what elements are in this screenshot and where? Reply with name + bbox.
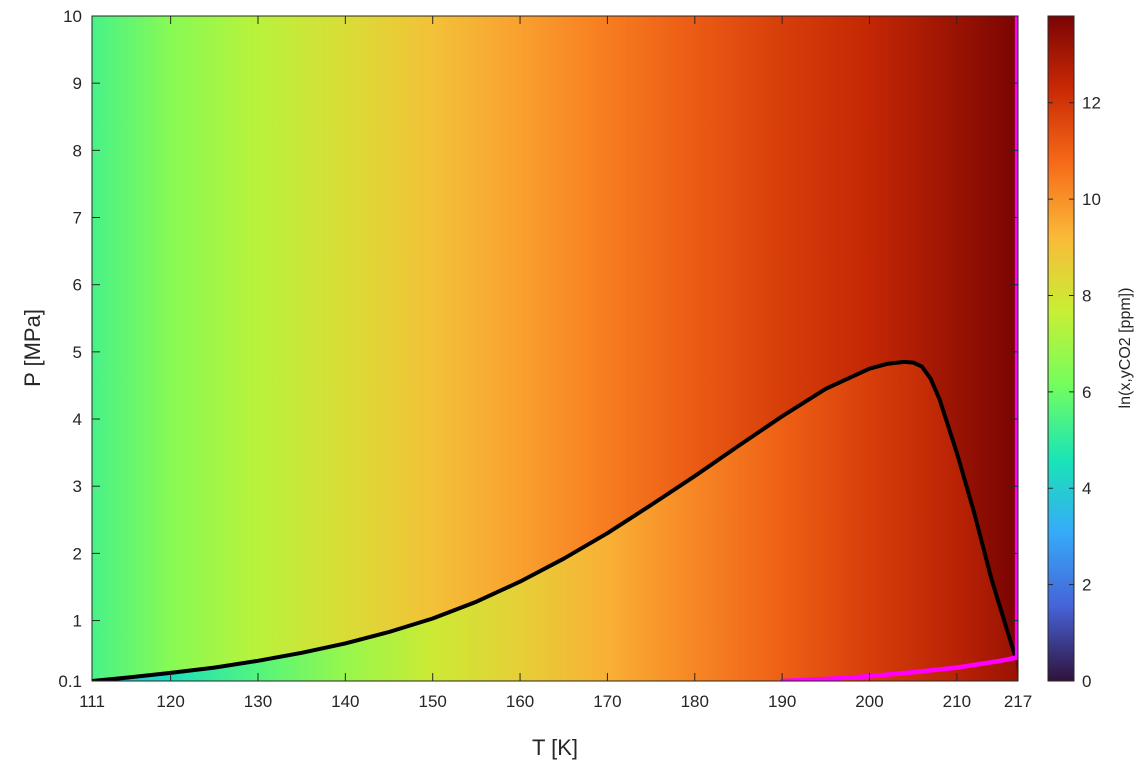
colorbar-tick-label: 4: [1082, 479, 1091, 498]
x-tick-label: 120: [156, 692, 184, 711]
y-tick-label: 10: [63, 7, 82, 26]
y-tick-label: 6: [73, 276, 82, 295]
x-tick-label: 200: [855, 692, 883, 711]
y-tick-label: 3: [73, 477, 82, 496]
y-tick-label: 9: [73, 74, 82, 93]
x-tick-label: 140: [331, 692, 359, 711]
plot-frame: [91, 15, 1019, 682]
colorbar-tick-label: 8: [1082, 286, 1091, 305]
y-axis: 0.1 1 2 3 4 5 6 7 8 9 10: [58, 7, 1018, 691]
colorbar-tick-label: 6: [1082, 383, 1091, 402]
y-tick-label: 7: [73, 209, 82, 228]
series-layer: [92, 16, 1018, 681]
y-tick-label: 8: [73, 141, 82, 160]
colorbar-tick-label: 0: [1082, 672, 1091, 691]
x-tick-label: 190: [768, 692, 796, 711]
y-tick-label: 4: [73, 410, 82, 429]
black-boundary-line: [92, 359, 1017, 681]
x-tick-label: 210: [943, 692, 971, 711]
colorbar-tick-label: 10: [1082, 190, 1101, 209]
x-axis-label: T [K]: [532, 735, 578, 760]
x-tick-label: 180: [681, 692, 709, 711]
y-tick-label: 0.1: [58, 672, 82, 691]
y-tick-label: 2: [73, 544, 82, 563]
y-tick-label: 1: [73, 612, 82, 631]
x-tick-label: 170: [593, 692, 621, 711]
x-tick-label: 150: [419, 692, 447, 711]
colorbar-tick-label: 12: [1082, 94, 1101, 113]
magenta-boundary-line: [779, 16, 1018, 681]
colorbar-tick-label: 2: [1082, 576, 1091, 595]
x-tick-label: 160: [506, 692, 534, 711]
colorbar: 0 2 4 6 8 10 12 ln(x,yCO2 [ppm]): [1047, 15, 1134, 691]
y-axis-label: P [MPa]: [20, 309, 45, 387]
colorbar-ticks: 0 2 4 6 8 10 12: [1048, 94, 1101, 691]
colorbar-gradient: [1047, 15, 1075, 682]
colorbar-label: ln(x,yCO2 [ppm]): [1117, 288, 1134, 409]
y-tick-label: 5: [73, 343, 82, 362]
x-tick-label: 217: [1004, 692, 1032, 711]
heatmap-field: [92, 16, 1018, 681]
x-axis: 111 120 130 140 150 160 170 180 190 200 210 217: [79, 16, 1032, 711]
x-tick-label: 111: [79, 692, 105, 711]
x-tick-label: 130: [244, 692, 272, 711]
